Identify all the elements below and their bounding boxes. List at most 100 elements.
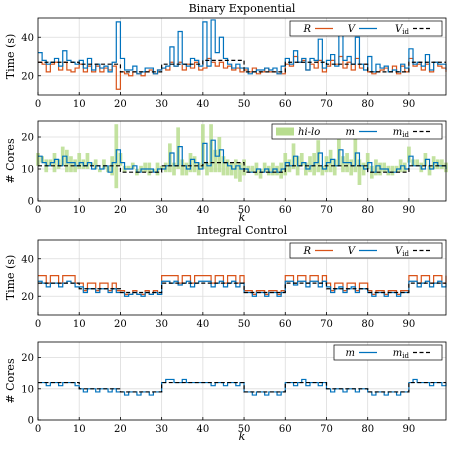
x-tick-label: 60 <box>279 319 292 330</box>
x-tick-label: 20 <box>114 99 127 110</box>
legend-label: R <box>302 24 311 35</box>
axes-frame <box>37 239 447 316</box>
legend-label: V <box>348 24 357 35</box>
axes-frame <box>37 120 447 202</box>
legend-label-text: R <box>302 246 311 257</box>
series-line-V <box>38 378 447 396</box>
legend-label-text: V <box>395 246 404 257</box>
hi-lo-bar <box>349 159 354 176</box>
chart-panel-1: 0 10 20 30 40 50 60 70 80 90 20 40 Binary Exponentia… <box>4 2 447 110</box>
y-axis-label: Time (s) <box>4 255 17 301</box>
hi-lo-bar <box>427 165 432 176</box>
legend-box <box>333 344 443 361</box>
hi-lo-bar <box>390 165 395 176</box>
hi-lo-bar <box>192 156 197 173</box>
x-tick-label: 70 <box>320 319 333 330</box>
legend-label: m <box>346 127 355 138</box>
x-tick-label: 90 <box>403 205 416 216</box>
x-tick-label: 40 <box>196 319 209 330</box>
y-tick-label: 40 <box>21 33 34 44</box>
series-line-id <box>38 282 446 294</box>
series-line-V <box>38 19 447 75</box>
x-tick-label: 80 <box>361 424 374 435</box>
hi-lo-bar <box>407 146 411 163</box>
x-tick-label: 50 <box>238 205 251 216</box>
legend: R V Vid <box>289 242 443 259</box>
x-tick-label: 30 <box>155 424 168 435</box>
hi-lo-bar <box>365 153 370 169</box>
x-axis-label: k <box>239 211 246 224</box>
legend-label: V <box>348 246 357 257</box>
hi-lo-bar <box>341 156 345 173</box>
legend-label-text: m <box>393 348 402 359</box>
x-tick-label: 30 <box>155 205 168 216</box>
legend: hi-lo m mid <box>271 123 443 140</box>
legend-label: mid <box>393 127 410 139</box>
hi-lo-bar <box>172 162 176 176</box>
x-tick-label: 50 <box>238 319 251 330</box>
y-tick-label: 20 <box>21 353 34 364</box>
hi-lo-bar <box>308 156 312 173</box>
hi-lo-bar <box>225 159 230 176</box>
x-tick-label: 0 <box>35 205 41 216</box>
series-line-id <box>38 162 446 173</box>
y-tick-label: 20 <box>21 71 34 82</box>
chart-title: Integral Control <box>197 224 288 237</box>
x-tick-label: 10 <box>73 99 86 110</box>
x-tick-label: 40 <box>196 424 209 435</box>
hi-lo-bar <box>180 159 185 176</box>
hi-lo-bar <box>258 169 263 179</box>
legend: m mid <box>333 344 443 361</box>
legend-label-text: hi-lo <box>298 127 320 138</box>
hi-lo-bar <box>440 159 444 169</box>
x-tick-label: 80 <box>361 99 374 110</box>
x-tick-label: 10 <box>73 424 86 435</box>
legend-label-text: V <box>348 246 357 257</box>
x-tick-label: 90 <box>403 319 416 330</box>
legend-label: R <box>302 246 311 257</box>
legend-label: m <box>346 348 355 359</box>
x-tick-label: 80 <box>361 205 374 216</box>
hi-lo-bar <box>85 153 90 169</box>
y-axis-label: # Cores <box>4 138 17 184</box>
chart-panel-3: 0 10 20 30 40 50 60 70 80 90 20 40 Integral Control T… <box>4 224 447 330</box>
hi-lo-bar <box>93 159 98 169</box>
hi-lo-bar <box>205 162 209 176</box>
hi-lo-bar <box>213 149 218 173</box>
x-tick-label: 0 <box>35 99 41 110</box>
hi-lo-bar <box>299 153 304 166</box>
legend-label: Vid <box>395 246 409 258</box>
x-tick-label: 70 <box>320 99 333 110</box>
x-tick-label: 10 <box>73 319 86 330</box>
legend-label-subscript: id <box>402 28 409 36</box>
y-tick-label: 20 <box>21 292 34 303</box>
x-tick-label: 90 <box>403 424 416 435</box>
x-tick-label: 70 <box>320 205 333 216</box>
series-line-R <box>38 55 447 90</box>
hi-lo-bar <box>382 162 387 173</box>
x-tick-label: 0 <box>35 424 41 435</box>
legend-label-subscript: id <box>402 352 409 360</box>
legend-box <box>271 123 443 140</box>
x-tick-label: 60 <box>279 424 292 435</box>
legend-label-text: m <box>393 127 402 138</box>
x-tick-label: 50 <box>238 99 251 110</box>
x-axis-label: k <box>239 430 246 443</box>
hi-lo-bar <box>262 162 267 173</box>
hi-lo-bar <box>250 165 255 173</box>
hi-lo-bar <box>159 165 164 169</box>
legend-label-text: V <box>395 24 404 35</box>
y-axis-label: Time (s) <box>4 34 17 80</box>
legend-label-text: m <box>346 348 355 359</box>
y-tick-label: 0 <box>28 416 34 427</box>
hi-lo-bar <box>143 162 148 173</box>
legend-label: mid <box>393 348 410 360</box>
x-tick-label: 60 <box>279 205 292 216</box>
x-tick-label: 20 <box>114 205 127 216</box>
hi-lo-bar <box>242 159 246 176</box>
chart-title: Binary Exponential <box>189 2 296 15</box>
axes-frame <box>37 341 447 421</box>
